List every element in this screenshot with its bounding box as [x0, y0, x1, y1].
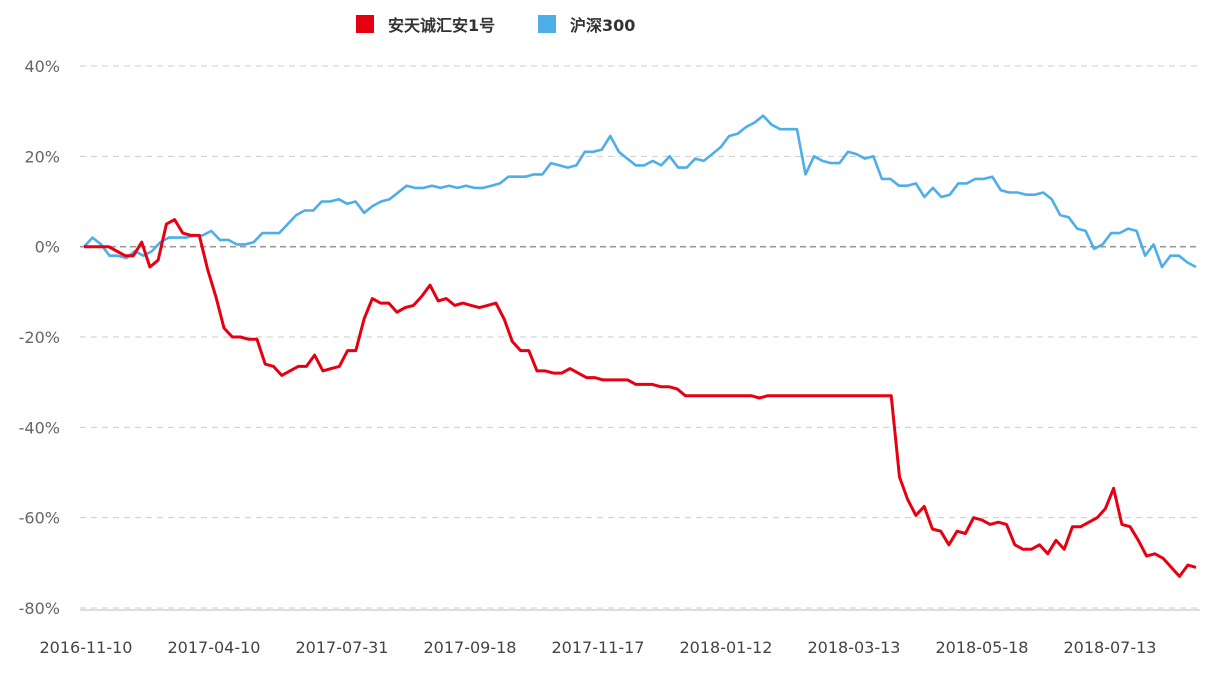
- x-tick-label: 2017-11-17: [552, 638, 645, 657]
- y-tick-label: 0%: [35, 238, 60, 257]
- x-tick-label: 2018-07-13: [1064, 638, 1157, 657]
- y-tick-label: -80%: [19, 599, 60, 618]
- x-tick-label: 2017-04-10: [168, 638, 261, 657]
- x-tick-label: 2018-01-12: [680, 638, 773, 657]
- x-tick-label: 2018-03-13: [808, 638, 901, 657]
- y-tick-label: -60%: [19, 509, 60, 528]
- legend: 安天诚汇安1号 沪深300: [356, 15, 635, 35]
- series-lines: [83, 114, 1197, 578]
- legend-swatch-series-1: [356, 15, 374, 33]
- series-line-1: [84, 218, 1197, 578]
- y-axis: 40% 20% 0% -20% -40% -60% -80%: [19, 57, 60, 618]
- x-tick-label: 2016-11-10: [40, 638, 133, 657]
- y-tick-label: 20%: [24, 147, 60, 166]
- x-axis: 2016-11-10 2017-04-10 2017-07-31 2017-09-18…: [40, 609, 1200, 657]
- x-tick-label: 2017-07-31: [296, 638, 389, 657]
- y-tick-label: -20%: [19, 328, 60, 347]
- x-tick-label: 2018-05-18: [936, 638, 1029, 657]
- gridlines: [80, 65, 1200, 609]
- legend-label-series-1: 安天诚汇安1号: [388, 16, 495, 35]
- series-line-2: [83, 114, 1197, 269]
- x-tick-label: 2017-09-18: [424, 638, 517, 657]
- y-tick-label: -40%: [19, 418, 60, 437]
- legend-swatch-series-2: [538, 15, 556, 33]
- legend-label-series-2: 沪深300: [570, 16, 635, 35]
- y-tick-label: 40%: [24, 57, 60, 76]
